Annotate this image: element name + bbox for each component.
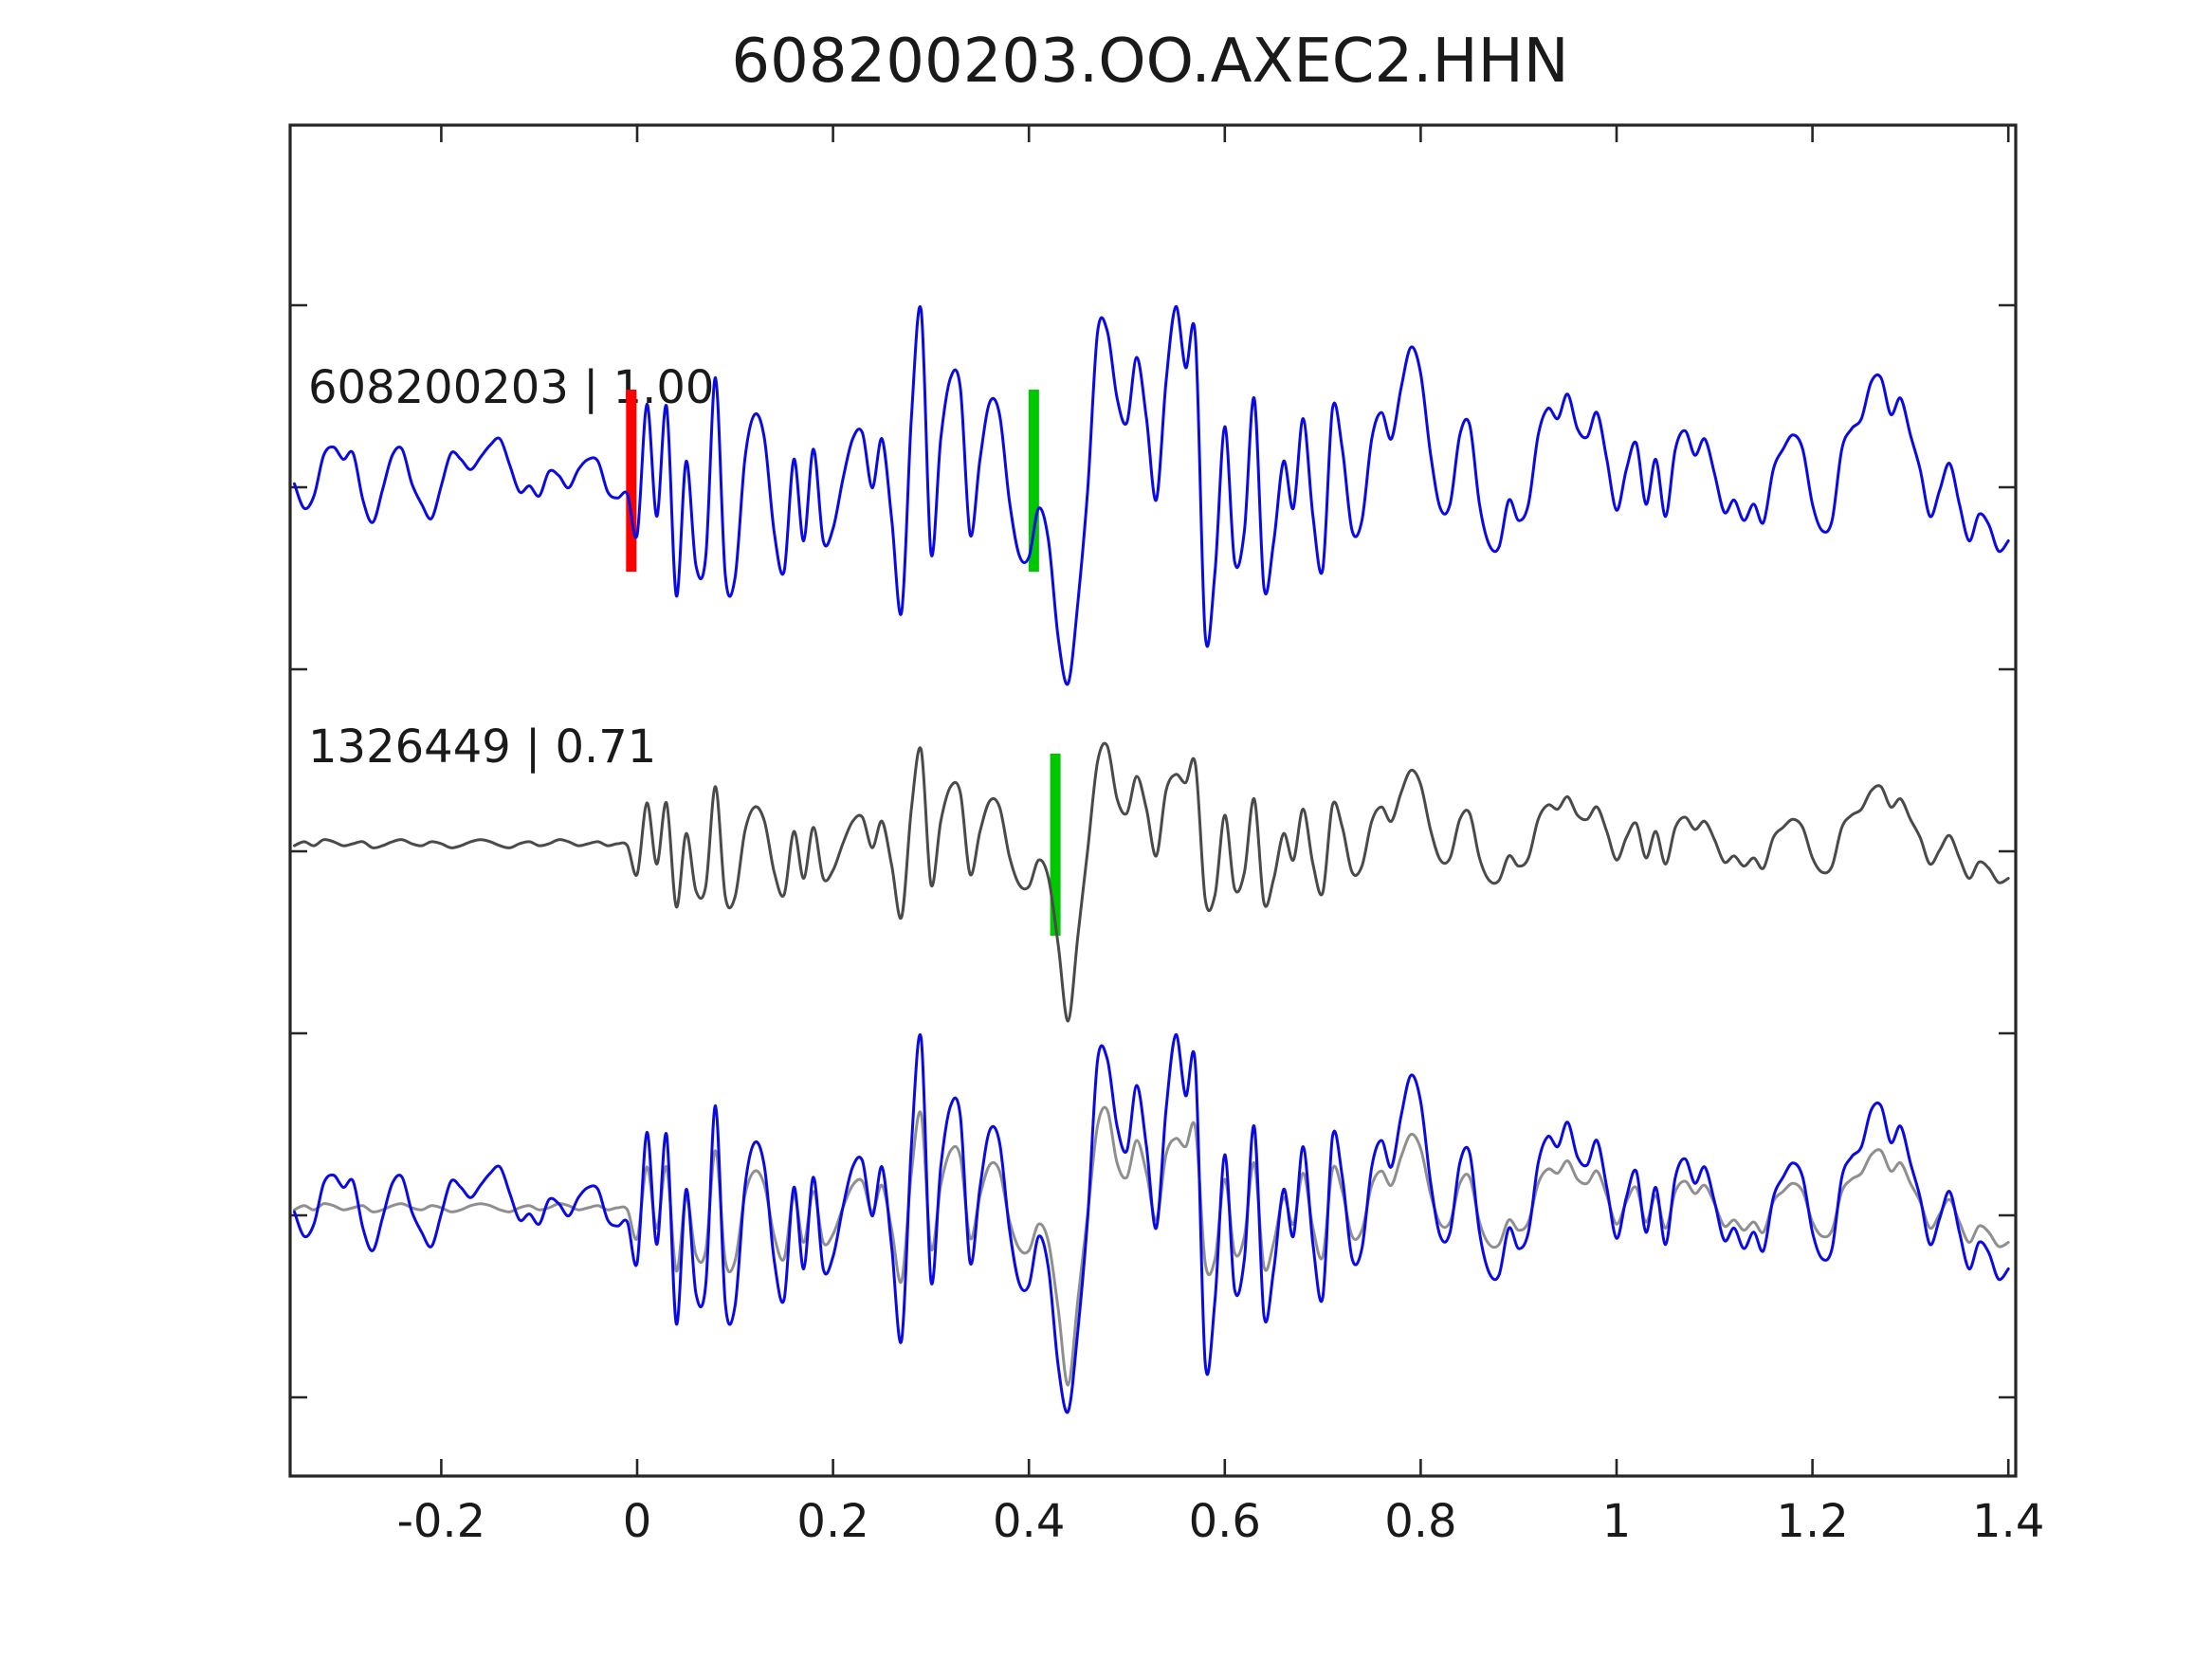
x-tick-label--0.2: -0.2 — [396, 1495, 486, 1548]
x-tick-label-0.4: 0.4 — [993, 1495, 1066, 1548]
trace-label-detection: 1326449 | 0.71 — [308, 720, 657, 774]
x-tick-label-1: 1 — [1601, 1495, 1632, 1548]
template-start-marker — [626, 390, 637, 572]
x-tick-label-0: 0 — [622, 1495, 652, 1548]
x-tick-label-0.6: 0.6 — [1188, 1495, 1261, 1548]
waveform-detection-row1 — [293, 741, 2010, 1023]
x-tick-label-1.2: 1.2 — [1776, 1495, 1849, 1548]
pick-time-marker — [1028, 390, 1039, 572]
plot-title: 608200203.OO.AXEC2.HHN — [731, 27, 1569, 97]
waveform-detection-row2 — [293, 1105, 2010, 1387]
waveform-template-row0 — [293, 304, 2010, 686]
x-tick-label-0.8: 0.8 — [1384, 1495, 1457, 1548]
pick-time-marker — [1050, 754, 1061, 936]
axes-frame — [288, 123, 2018, 1478]
waveform-template-row2 — [293, 1032, 2010, 1414]
x-tick-label-0.2: 0.2 — [796, 1495, 869, 1548]
x-tick-label-1.4: 1.4 — [1972, 1495, 2045, 1548]
